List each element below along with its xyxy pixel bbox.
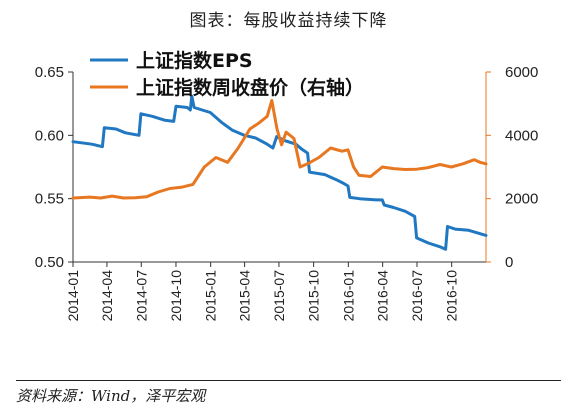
source-divider (16, 380, 561, 381)
x-tick-label: 2015-01 (203, 270, 219, 322)
left-tick-label: 0.65 (35, 64, 64, 81)
right-tick-label: 2000 (505, 191, 538, 208)
x-tick-label: 2016-04 (375, 270, 391, 322)
figure-title: 图表：每股收益持续下降 (189, 11, 388, 31)
legend-label: 上证指数周收盘价（右轴） (136, 76, 364, 99)
x-tick-label: 2015-04 (237, 270, 253, 322)
left-tick-label: 0.50 (35, 254, 64, 271)
left-tick-label: 0.55 (35, 191, 64, 208)
x-tick-label: 2015-07 (271, 270, 287, 322)
series-layer (71, 94, 488, 251)
right-tick-label: 4000 (505, 127, 538, 144)
right-axis-ticks: 0 2000 4000 6000 (486, 64, 538, 271)
legend: 上证指数EPS 上证指数周收盘价（右轴） (90, 49, 364, 99)
right-tick-label: 0 (505, 254, 513, 271)
x-tick-label: 2015-10 (306, 270, 322, 322)
left-axis-ticks: 0.50 0.55 0.60 0.65 (35, 64, 73, 271)
x-tick-label: 2014-04 (99, 270, 115, 322)
x-tick-label: 2014-01 (65, 270, 81, 322)
legend-label: 上证指数EPS (136, 49, 253, 72)
left-tick-label: 0.60 (35, 127, 64, 144)
series-line-1 (71, 94, 488, 251)
x-tick-label: 2016-10 (444, 270, 460, 322)
x-tick-label: 2014-07 (133, 270, 149, 322)
x-axis-ticks: 2014-01 2014-04 2014-07 2014-10 2015-01 2015-… (65, 262, 460, 321)
right-tick-label: 6000 (505, 64, 538, 81)
x-tick-label: 2014-10 (168, 270, 184, 322)
x-tick-label: 2016-01 (340, 270, 356, 322)
source-note: 资料来源：Wind，泽平宏观 (16, 387, 206, 405)
x-tick-label: 2016-07 (409, 270, 425, 322)
series-line-2 (71, 99, 488, 200)
